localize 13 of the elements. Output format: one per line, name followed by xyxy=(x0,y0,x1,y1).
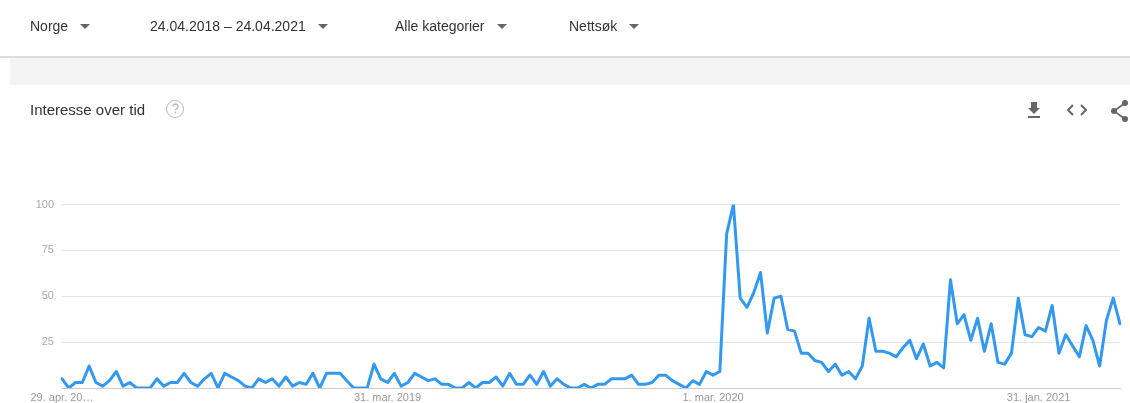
y-tick-label: 100 xyxy=(35,197,54,210)
x-tick-label: 1. mar. 2020 xyxy=(682,390,744,403)
y-tick-label: 75 xyxy=(41,243,54,256)
y-tick-label: 25 xyxy=(41,335,54,348)
text: Alle kategorier xyxy=(395,18,485,34)
y-tick-label: 50 xyxy=(41,289,54,302)
chart-title: Interesse over tid xyxy=(30,101,146,118)
text: Norge xyxy=(30,18,69,34)
x-tick-label: 29. apr. 20… xyxy=(30,390,94,403)
text: Nettsøk xyxy=(569,18,618,34)
x-tick-label: 31. mar. 2019 xyxy=(353,390,422,403)
text: 24.04.2018 – 24.04.2021 xyxy=(150,18,306,34)
x-tick-label: 31. jan. 2021 xyxy=(1006,390,1071,403)
